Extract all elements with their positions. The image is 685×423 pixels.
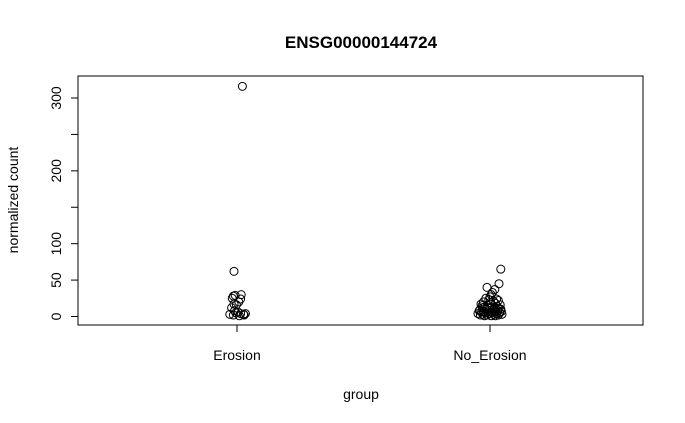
data-point-erosion (229, 266, 239, 276)
data-point-no_erosion (494, 279, 504, 289)
data-point-erosion (239, 310, 249, 320)
data-point-erosion (228, 310, 238, 320)
y-axis-label: normalized count (5, 147, 21, 254)
y-tick-label: 100 (48, 232, 64, 256)
x-axis: Erosion No_Erosion (213, 325, 527, 363)
data-point-erosion (236, 294, 246, 304)
data-point-erosion (234, 297, 244, 307)
data-point-erosion (225, 309, 235, 319)
data-point-no_erosion (486, 311, 496, 321)
x-tick-label-erosion: Erosion (213, 347, 260, 363)
x-axis-label: group (343, 386, 379, 402)
data-point-no_erosion (477, 301, 487, 311)
y-tick-label: 200 (48, 159, 64, 183)
data-point-no_erosion (484, 309, 494, 319)
y-tick-label: 0 (48, 312, 64, 320)
y-tick-label: 50 (48, 272, 64, 288)
y-axis: 0 50 100 200 300 (48, 86, 79, 320)
x-tick-label-no_erosion: No_Erosion (453, 347, 526, 363)
data-point-no_erosion (487, 287, 497, 297)
data-point-no_erosion (496, 264, 506, 274)
data-point-no_erosion (489, 309, 499, 319)
data-point-erosion (237, 81, 247, 91)
data-point-erosion (234, 311, 244, 321)
plot-frame (77, 75, 644, 326)
data-point-no_erosion (482, 282, 492, 292)
data-point-no_erosion (480, 311, 490, 321)
data-point-no_erosion (490, 311, 500, 321)
data-points (225, 81, 507, 321)
y-tick-label: 300 (48, 86, 64, 110)
chart-title: ENSG00000144724 (285, 33, 438, 52)
data-point-erosion (240, 309, 250, 319)
data-point-no_erosion (485, 292, 495, 302)
data-point-no_erosion (474, 306, 484, 316)
data-point-no_erosion (475, 310, 485, 320)
data-point-no_erosion (496, 304, 506, 314)
